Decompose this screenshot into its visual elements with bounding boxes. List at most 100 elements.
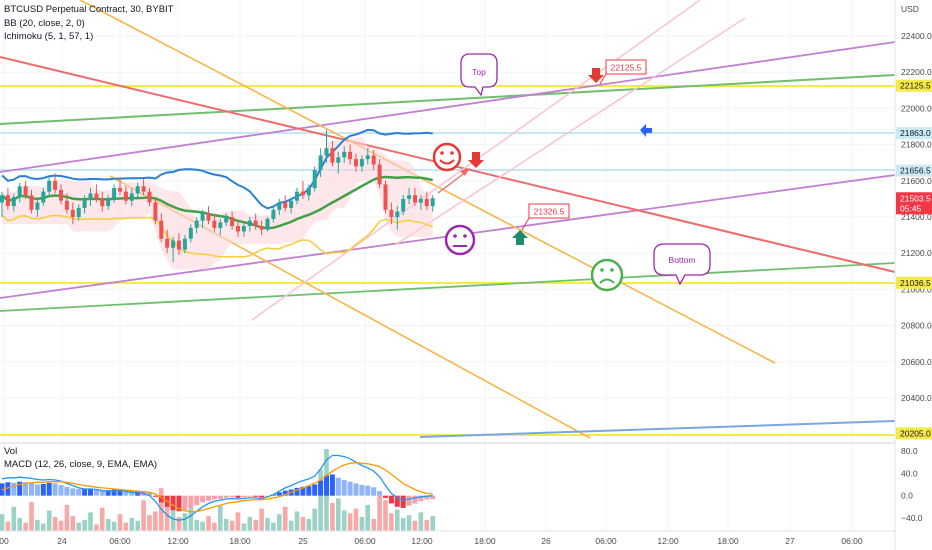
price-axis-labels: 22125.5 21863.0 21656.5 21503.505:45 21036.5… <box>896 79 932 440</box>
candle-body <box>11 197 16 207</box>
time-tick-label: 06:00 <box>109 536 131 546</box>
ichimoku-legend[interactable]: Ichimoku (5, 1, 57, 1) <box>4 31 93 42</box>
price-tick-label: 21600.0 <box>901 176 932 186</box>
blue-left-arrow-icon[interactable] <box>640 124 652 137</box>
price-label-box <box>896 427 932 440</box>
volume-bar <box>88 512 93 531</box>
macd-histogram-bar <box>188 495 194 508</box>
bb-legend[interactable]: BB (20, close, 2, 0) <box>4 18 85 29</box>
price-tick-label: 22400.0 <box>901 31 932 41</box>
candle-body <box>377 164 382 185</box>
macd-histogram-bar <box>105 490 111 496</box>
macd-histogram-bar <box>129 490 135 496</box>
happy-face-icon[interactable] <box>432 142 462 172</box>
macd-histogram-bar <box>406 495 412 506</box>
vol-legend[interactable]: Vol <box>4 446 17 457</box>
price-label-box <box>896 79 932 92</box>
macd-histogram-bar <box>58 485 64 496</box>
volume-bar <box>182 513 188 531</box>
price-note-22125[interactable]: 22125.5 <box>599 59 647 85</box>
purple-trendline-upper[interactable] <box>0 41 896 173</box>
candle-body <box>300 191 305 196</box>
pink-channel-upper[interactable] <box>394 17 746 246</box>
volume-bar <box>400 517 406 531</box>
candle-body <box>41 191 46 203</box>
candle-body <box>354 159 358 167</box>
price-tick-label: 21800.0 <box>901 140 932 150</box>
time-tick-label: 06:00 <box>595 536 617 546</box>
macd-histogram-bar <box>11 482 17 496</box>
neutral-face-icon[interactable] <box>444 224 476 256</box>
sad-face-icon[interactable] <box>590 258 624 292</box>
orange-trendline-upper[interactable] <box>79 0 776 364</box>
candle-body <box>413 195 417 203</box>
price-label-box <box>896 127 932 140</box>
price-tick-label: 21400.0 <box>901 212 932 222</box>
macd-histogram-bar <box>365 485 371 496</box>
volume-bar <box>424 519 430 531</box>
price-tick-label: 20400.0 <box>901 393 932 403</box>
candle-body <box>182 238 187 250</box>
chart-annotations: Top Bottom 22125.5 21326.5 <box>432 53 711 292</box>
candle-body <box>165 238 170 248</box>
symbol-legend[interactable]: BTCUSD Perpetual Contract, 30, BYBIT <box>4 4 173 15</box>
price-note-21326[interactable]: 21326.5 <box>521 203 570 231</box>
bb-lower-band <box>1 214 433 258</box>
volume-bar <box>418 512 424 531</box>
macd-histogram-bar <box>312 484 318 496</box>
top-callout-label: Top <box>472 67 486 77</box>
macd-legend[interactable]: MACD (12, 26, close, 9, EMA, EMA) <box>4 459 157 470</box>
macd-histogram-bar <box>82 488 88 496</box>
time-tick-label: 12:00 <box>657 536 679 546</box>
candle-body <box>135 186 140 194</box>
time-tick-label: 18:00 <box>474 536 496 546</box>
macd-histogram-bar <box>29 483 34 496</box>
candle-body <box>29 195 34 210</box>
volume-bar <box>359 517 365 531</box>
macd-histogram-bar <box>5 482 11 496</box>
price-label-box <box>896 276 932 289</box>
candle-body <box>259 226 264 230</box>
bb-basis <box>1 175 433 230</box>
volume-bar <box>265 517 270 531</box>
symbol-title: BTCUSD Perpetual Contract, 30, BYBIT <box>4 4 174 15</box>
volume-bar <box>212 522 217 531</box>
volume-bar <box>229 520 235 531</box>
macd-tick-label: −40.0 <box>901 513 923 523</box>
volume-bar <box>389 513 394 531</box>
volume-bar <box>129 517 135 531</box>
candle-body <box>236 226 240 232</box>
volume-bar <box>164 504 170 531</box>
volume-bar <box>259 508 264 531</box>
green-up-arrow-icon[interactable] <box>512 230 528 245</box>
macd-histogram-bar <box>383 495 388 498</box>
candle-body <box>118 188 122 192</box>
candle-body <box>70 209 75 217</box>
volume-bar <box>223 518 229 531</box>
red-down-arrow-icon[interactable] <box>468 152 484 168</box>
blue-trendline[interactable] <box>419 420 896 438</box>
green-trendline-lower[interactable] <box>0 262 896 312</box>
candle-body <box>129 193 134 201</box>
bottom-callout[interactable]: Bottom <box>653 243 711 286</box>
price-label-value: 21863.0 <box>900 128 931 138</box>
macd-axis[interactable]: 80.0 40.0 0.0 −40.0 <box>901 446 923 523</box>
time-axis[interactable]: 00 24 06:00 12:00 18:00 25 06:00 12:00 18:00 26 06… <box>0 536 863 546</box>
volume-bar <box>282 506 288 531</box>
red-down-arrow-icon[interactable] <box>588 68 604 83</box>
candle-body <box>212 220 217 228</box>
candle-body <box>265 218 270 230</box>
top-callout[interactable]: Top <box>460 53 498 97</box>
macd-histogram-bar <box>353 483 359 496</box>
volume-bar <box>318 469 323 531</box>
price-axis[interactable]: 22400.0 22200.0 22000.0 21800.0 21600.0 21400… <box>901 31 932 403</box>
volume-bar <box>271 522 276 531</box>
green-trendline-upper[interactable] <box>0 74 896 125</box>
bb-legend-label: BB (20, close, 2, 0) <box>4 18 85 29</box>
volume-bar <box>100 507 105 531</box>
time-tick-label: 27 <box>785 536 795 546</box>
macd-histogram-bar <box>318 480 324 496</box>
macd-histogram-bar <box>294 487 300 496</box>
candle-body <box>430 198 435 207</box>
